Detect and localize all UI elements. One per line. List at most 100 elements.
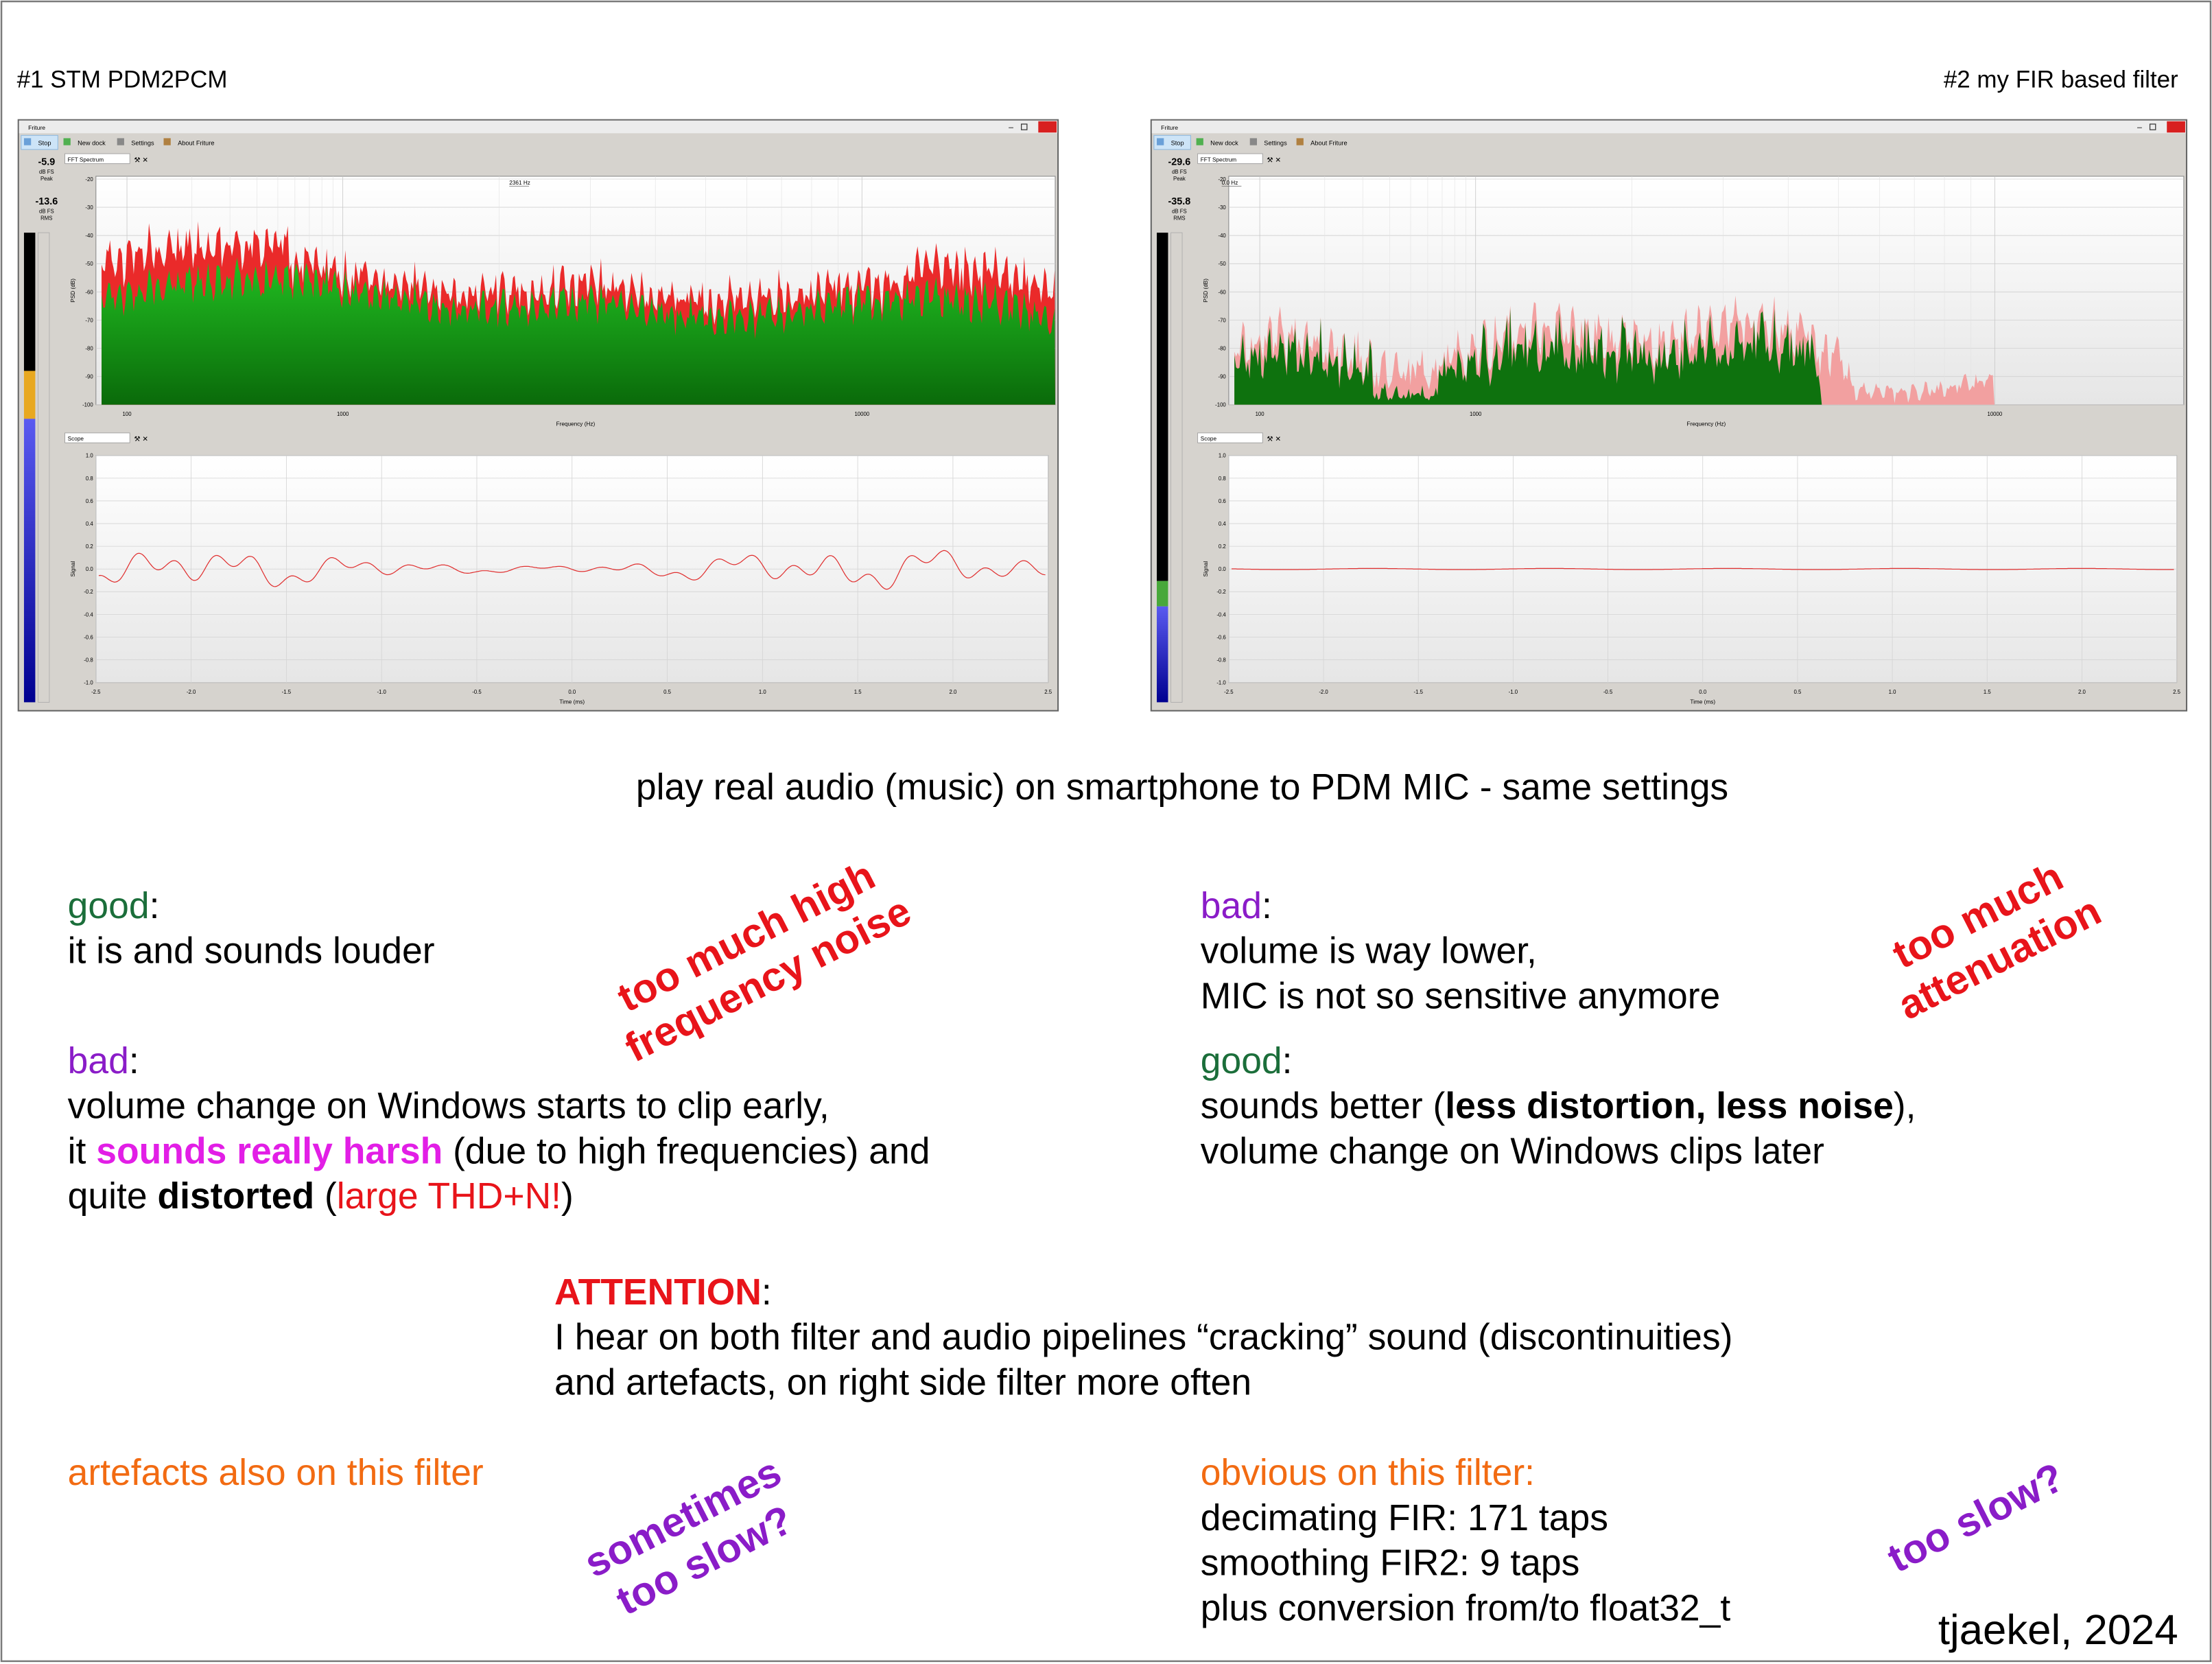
app-window: Friture – Stop New dock Settings About Fritur…	[17, 119, 1059, 712]
x-tick-label: 2.0	[2078, 689, 2086, 695]
axis-label: PSD (dB)	[1203, 279, 1209, 303]
meter-text: dB FS	[1172, 169, 1187, 175]
axis-label: Time (ms)	[559, 699, 585, 705]
toolbar-button[interactable]: About Friture	[1310, 140, 1347, 147]
dock-selector[interactable]	[64, 432, 130, 443]
footer-line: decimating FIR: 171 taps	[1201, 1498, 1608, 1538]
axis-label: Signal	[1203, 561, 1209, 577]
axis-label: Frequency (Hz)	[1687, 421, 1726, 427]
text: :	[762, 1272, 772, 1313]
close-button[interactable]	[1038, 121, 1057, 133]
axis-label: Signal	[70, 561, 76, 577]
meter-text: Peak	[40, 176, 53, 182]
toolbar-button[interactable]: Stop	[38, 140, 51, 147]
x-tick-label: 1000	[337, 411, 349, 417]
dock-selector-label[interactable]: FFT Spectrum	[68, 156, 104, 163]
y-tick-label: -60	[85, 289, 93, 295]
toolbar-button[interactable]: New dock	[1210, 140, 1238, 147]
toolbar-button[interactable]: Settings	[1264, 140, 1287, 147]
toolbar-button[interactable]: Settings	[131, 140, 154, 147]
note-line: sounds better (less distortion, less noi…	[1201, 1086, 1916, 1127]
spectrum-level	[1234, 308, 2184, 405]
footer-line: plus conversion from/to float32_t	[1201, 1588, 1731, 1628]
text: :	[1282, 1041, 1293, 1081]
dock-selector-label[interactable]: Scope	[68, 436, 84, 442]
x-tick-label: 0.5	[1793, 689, 1802, 695]
toolbar-icon	[1157, 138, 1164, 145]
y-tick-label: -60	[1218, 289, 1226, 295]
highlight: sounds really harsh	[96, 1131, 443, 1171]
x-tick-label: 2.5	[2173, 689, 2181, 695]
dock-selector[interactable]	[1197, 432, 1263, 443]
window-title: Friture	[28, 124, 45, 131]
caption: play real audio (music) on smartphone to…	[636, 767, 1728, 808]
title-bar	[19, 120, 1058, 134]
x-tick-label: -0.5	[472, 689, 482, 695]
note-line: good:	[1201, 1041, 1293, 1081]
y-tick-label: -0.4	[1216, 611, 1226, 618]
y-tick-label: -0.8	[84, 657, 93, 663]
y-tick-label: 0.2	[1219, 543, 1226, 550]
maximize-button[interactable]	[1021, 124, 1028, 130]
dock-selector[interactable]	[1197, 153, 1263, 164]
x-tick-label: -2.5	[1224, 689, 1234, 695]
x-tick-label: 1000	[1470, 411, 1482, 417]
dock-selector[interactable]	[64, 153, 130, 164]
y-tick-label: -100	[82, 402, 93, 408]
label: bad	[68, 1041, 129, 1081]
toolbar-icon	[1249, 138, 1258, 145]
y-tick-label: -40	[1218, 233, 1226, 239]
y-tick-label: 1.0	[1219, 453, 1227, 459]
x-tick-label: 0.5	[663, 689, 672, 695]
meter-bar	[1157, 233, 1168, 581]
label: good	[1201, 1041, 1282, 1081]
title-bar	[1151, 120, 2186, 134]
label: bad	[1201, 886, 1262, 926]
x-tick-label: 0.0	[1699, 689, 1707, 695]
y-tick-label: -90	[1218, 374, 1226, 380]
y-tick-label: -100	[1215, 402, 1226, 408]
x-tick-label: 1.0	[759, 689, 767, 695]
dock-tools: ⚒ ✕	[1267, 156, 1281, 164]
toolbar-button[interactable]: About Friture	[178, 140, 214, 147]
note-line: bad:	[68, 1041, 139, 1081]
dock-tools: ⚒ ✕	[134, 436, 148, 443]
y-tick-label: 0.8	[86, 476, 93, 482]
meter-text: dB FS	[1172, 208, 1187, 214]
x-tick-label: 10000	[854, 411, 869, 417]
x-tick-label: 100	[1256, 411, 1265, 417]
signature: tjaekel, 2024	[1938, 1606, 2178, 1654]
text: (due to high frequencies) and	[443, 1131, 930, 1171]
toolbar-button[interactable]: Stop	[1171, 140, 1184, 147]
maximize-button[interactable]	[2149, 124, 2156, 130]
x-tick-label: -2.0	[187, 689, 196, 695]
toolbar-icon	[163, 138, 171, 145]
y-tick-label: -20	[1218, 176, 1226, 183]
y-tick-label: -1.0	[84, 680, 93, 686]
spectrum-level	[102, 257, 1055, 405]
close-button[interactable]	[2167, 121, 2185, 133]
x-tick-label: 0.0	[568, 689, 576, 695]
note-line: it sounds really harsh (due to high freq…	[68, 1131, 930, 1171]
dock-selector-label[interactable]: FFT Spectrum	[1201, 156, 1237, 163]
meter-bar	[23, 419, 36, 703]
toolbar-icon	[1196, 138, 1203, 145]
dock-selector-label[interactable]: Scope	[1201, 436, 1217, 442]
scope-trace	[98, 550, 1046, 590]
meter-text: -5.9	[38, 156, 55, 167]
y-tick-label: -0.2	[1216, 589, 1225, 595]
meter-text: dB FS	[39, 208, 54, 214]
y-tick-label: -80	[1218, 345, 1226, 351]
axis-label: Time (ms)	[1690, 699, 1715, 705]
y-tick-label: 0.2	[86, 543, 93, 550]
axis-label: Frequency (Hz)	[556, 421, 596, 427]
text: quite	[68, 1176, 158, 1217]
highlight: less distortion, less noise	[1445, 1086, 1894, 1127]
footer-note: artefacts also on this filter	[68, 1453, 484, 1493]
toolbar-button[interactable]: New dock	[78, 140, 106, 147]
meter-text: -29.6	[1168, 156, 1191, 167]
text: ),	[1894, 1086, 1916, 1127]
footer-line: smoothing FIR2: 9 taps	[1201, 1543, 1580, 1584]
x-tick-label: -0.5	[1603, 689, 1613, 695]
y-tick-label: -40	[85, 233, 93, 239]
